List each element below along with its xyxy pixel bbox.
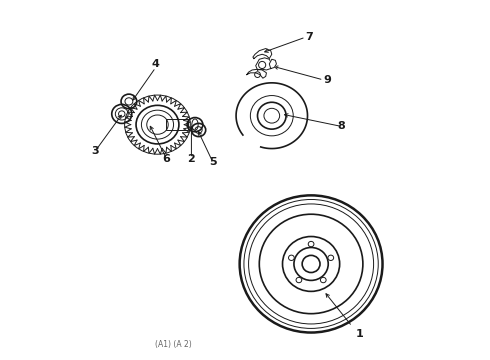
Text: (A1) (A 2): (A1) (A 2) xyxy=(155,340,192,349)
Text: 2: 2 xyxy=(188,154,196,163)
Polygon shape xyxy=(253,49,272,59)
Text: 9: 9 xyxy=(323,75,331,85)
Text: 8: 8 xyxy=(338,121,345,131)
Polygon shape xyxy=(270,59,276,68)
Ellipse shape xyxy=(328,255,334,261)
Polygon shape xyxy=(247,69,267,78)
Text: 1: 1 xyxy=(355,329,363,339)
Ellipse shape xyxy=(308,241,314,247)
Text: 5: 5 xyxy=(209,157,217,167)
Ellipse shape xyxy=(289,255,294,261)
Ellipse shape xyxy=(296,277,302,283)
Bar xyxy=(167,119,188,130)
Polygon shape xyxy=(256,58,272,70)
Ellipse shape xyxy=(320,277,326,283)
Text: 7: 7 xyxy=(305,32,313,42)
Text: 6: 6 xyxy=(163,154,171,163)
Text: 3: 3 xyxy=(91,147,99,157)
Text: 4: 4 xyxy=(152,59,160,69)
